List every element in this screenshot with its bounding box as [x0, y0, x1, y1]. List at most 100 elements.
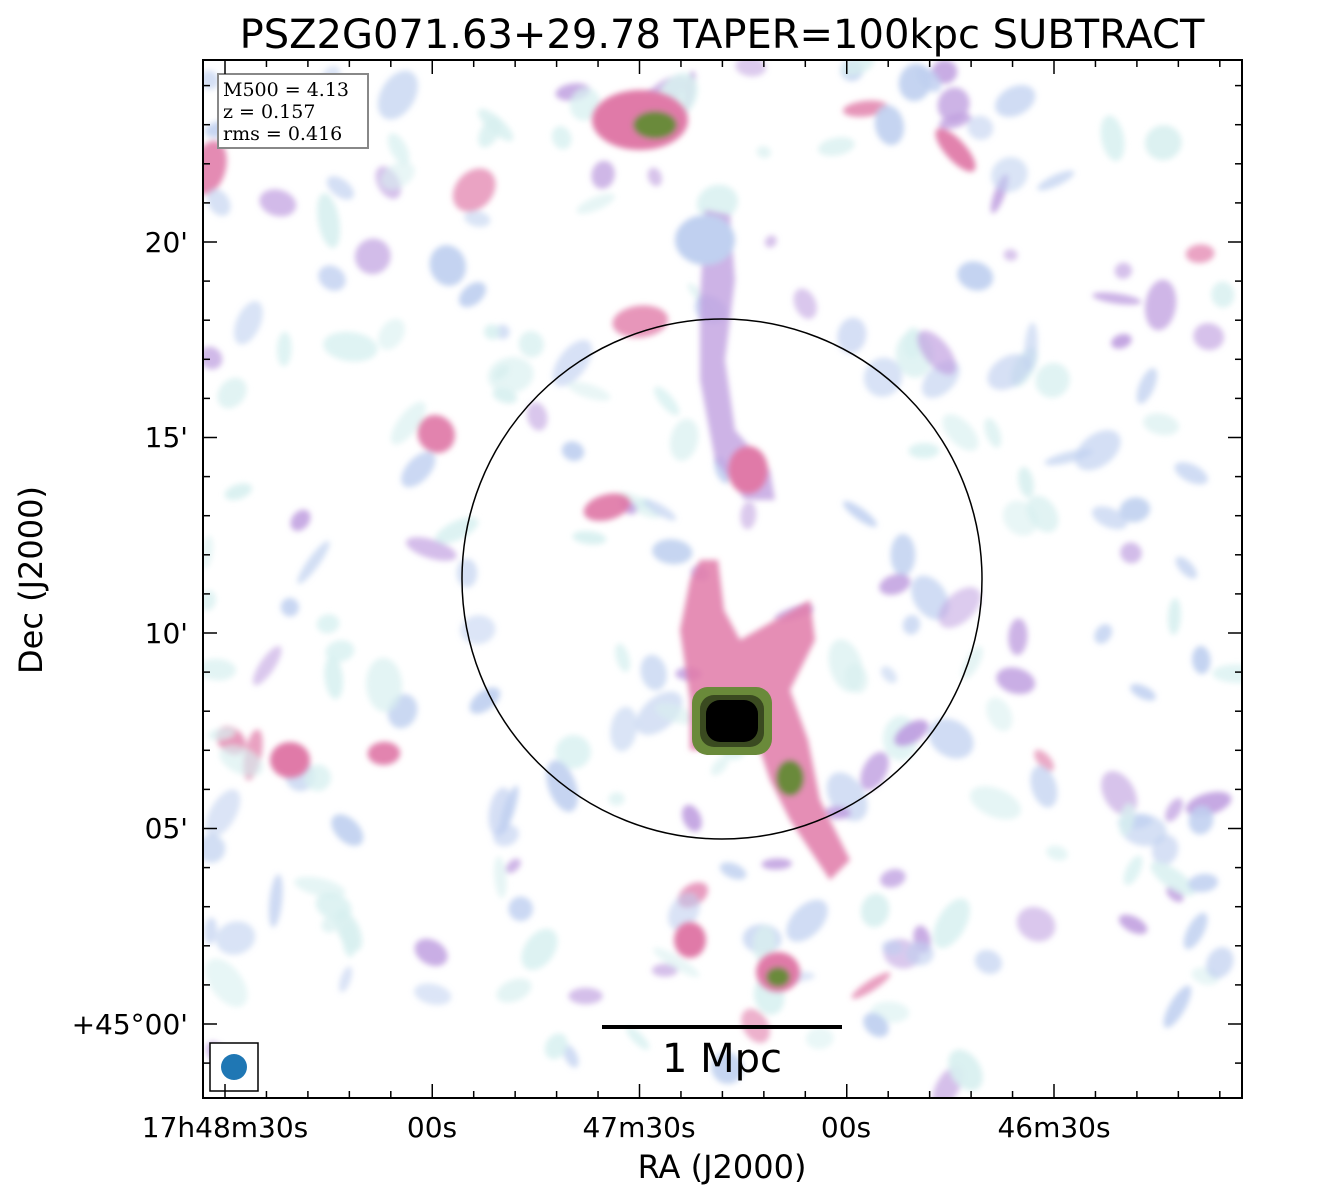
x-axis-label: RA (J2000): [638, 1148, 807, 1186]
noise-blob: [969, 786, 1022, 820]
noise-blob: [205, 958, 248, 1008]
noise-blob: [967, 115, 994, 140]
noise-blob: [496, 978, 532, 1003]
noise-blob: [1192, 645, 1211, 675]
noise-blob: [986, 697, 1013, 732]
noise-blob: [902, 614, 921, 635]
sw-tail-core: [776, 760, 804, 796]
noise-blob: [667, 892, 701, 931]
noise-blob: [561, 441, 585, 462]
noise-blob: [1188, 805, 1214, 835]
noise-blob: [204, 917, 218, 945]
northern-filament: [700, 210, 775, 500]
noise-blob: [518, 331, 544, 358]
noise-blob: [233, 301, 263, 345]
noise-blob: [903, 327, 922, 359]
noise-blob: [551, 126, 572, 150]
noise-blob: [711, 1052, 744, 1084]
noise-blob: [378, 318, 405, 350]
noise-blob: [1193, 323, 1225, 351]
noise-blob: [224, 483, 253, 501]
noise-blob: [268, 874, 283, 928]
noise-blob: [572, 530, 607, 545]
noise-blob: [367, 741, 401, 766]
noise-blob: [948, 1049, 983, 1091]
noise-blob: [1030, 765, 1058, 808]
axis-ticks: [203, 60, 1242, 1098]
noise-blob: [1163, 985, 1192, 1028]
y-tick-label: 05': [145, 812, 188, 845]
noise-blob: [252, 646, 282, 686]
noise-blob: [710, 756, 729, 776]
scale-bar: 1 Mpc: [602, 1025, 842, 1082]
noise-blob: [429, 245, 467, 286]
x-tick-label: 00s: [407, 1111, 457, 1144]
noise-blob: [1008, 618, 1028, 656]
noise-blob: [405, 537, 457, 561]
noise-blob: [1035, 362, 1070, 398]
noise-blob: [756, 146, 771, 159]
info-line-mass: M500 = 4.13: [223, 79, 349, 101]
noise-blob: [331, 814, 364, 846]
noise-blob: [644, 499, 677, 521]
noise-blob: [203, 70, 219, 90]
noise-blob: [879, 574, 911, 595]
noise-blob: [294, 876, 346, 898]
noise-blob: [651, 963, 679, 977]
central-compact-source: [692, 687, 772, 755]
noise-blob: [1018, 466, 1034, 498]
noise-blob: [793, 288, 817, 319]
noise-blob: [880, 869, 906, 888]
noise-blob: [626, 1026, 650, 1050]
noise-blob: [654, 386, 680, 416]
noise-blob: [1003, 249, 1018, 261]
noise-blob: [203, 535, 214, 569]
noise-blob: [860, 893, 890, 928]
noise-blob: [203, 140, 227, 195]
noise-blob: [203, 590, 216, 611]
noise-blob: [417, 414, 455, 454]
noise-blob: [469, 687, 501, 714]
noise-blob: [387, 133, 410, 165]
noise-blob: [916, 67, 942, 92]
noise-blob: [390, 401, 426, 445]
noise-blob: [652, 539, 693, 565]
noise-blob: [996, 667, 1036, 695]
noise-blob: [280, 597, 300, 617]
noise-blob: [208, 727, 236, 741]
noise-blob: [323, 331, 378, 362]
noise-blob: [401, 451, 436, 488]
noise-blob: [880, 666, 897, 684]
noise-blob: [890, 533, 916, 577]
noise-blob: [456, 558, 478, 588]
info-box-frame: [217, 73, 369, 149]
noise-blob: [640, 654, 667, 691]
noise-blob: [567, 381, 611, 401]
noise-blob: [321, 917, 337, 933]
noise-blob: [719, 862, 747, 880]
noise-blob: [1111, 333, 1132, 349]
noise-blob: [1016, 906, 1056, 942]
noise-blob: [740, 501, 757, 530]
noise-blob: [583, 493, 631, 522]
noise-blob: [203, 658, 236, 681]
noise-blob: [324, 655, 344, 700]
noise-blob: [317, 193, 341, 249]
noise-blob: [203, 834, 226, 863]
noise-blob: [786, 899, 828, 942]
noise-blob: [984, 418, 1002, 448]
info-box: M500 = 4.13 z = 0.157 rms = 0.416: [217, 73, 369, 149]
noise-blob: [837, 317, 867, 354]
noise-blob: [1206, 947, 1234, 979]
noise-blob: [935, 128, 976, 172]
noise-blob: [1136, 367, 1158, 404]
emission-features: [270, 90, 850, 992]
noise-blob: [917, 330, 957, 375]
noise-blob: [987, 353, 1031, 391]
noise-blob: [928, 718, 974, 759]
noise-blob: [615, 643, 631, 673]
image-panel: [203, 60, 1242, 1098]
noise-blob: [1034, 749, 1055, 772]
noise-blob: [464, 210, 491, 228]
